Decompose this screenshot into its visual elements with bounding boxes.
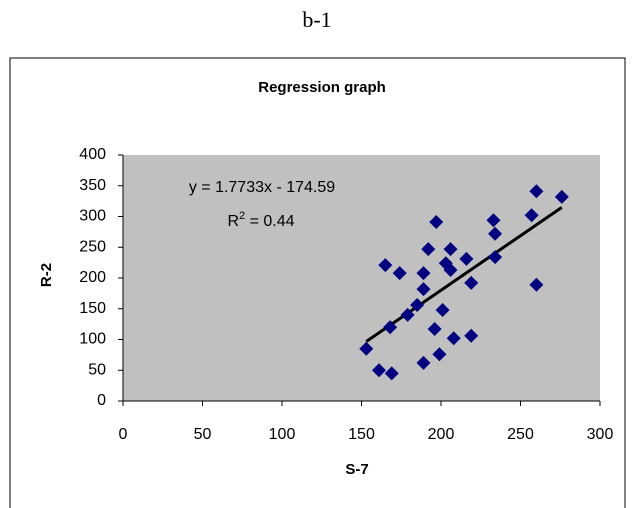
scatter-point	[443, 263, 458, 278]
scatter-point	[529, 277, 544, 292]
trendline	[365, 206, 563, 343]
chart-title: Regression graph	[258, 79, 386, 96]
scatter-point	[378, 258, 393, 273]
scatter-point	[383, 320, 398, 335]
x-tick-label: 200	[428, 426, 455, 443]
scatter-point	[529, 184, 544, 199]
y-tick-label: 150	[79, 300, 106, 317]
y-tick-label: 300	[79, 208, 106, 225]
caption: b-1	[302, 7, 331, 32]
x-axis-label: S-7	[345, 461, 368, 478]
x-tick-label: 50	[194, 426, 212, 443]
scatter-point	[554, 189, 569, 204]
scatter-point	[400, 307, 415, 322]
plot-area	[123, 155, 600, 401]
scatter-point	[524, 208, 539, 223]
scatter-point	[410, 298, 425, 313]
scatter-point	[416, 266, 431, 281]
scatter-point	[464, 275, 479, 290]
scatter-point	[488, 226, 503, 241]
y-tick-label: 250	[79, 238, 106, 255]
scatter-point	[416, 282, 431, 297]
trendline-equation: y = 1.7733x - 174.59	[189, 179, 335, 196]
scatter-point	[459, 251, 474, 266]
x-tick-label: 100	[269, 426, 296, 443]
scatter-point	[429, 215, 444, 230]
scatter-point	[432, 347, 447, 362]
scatter-point	[392, 266, 407, 281]
y-tick-label: 400	[79, 146, 106, 163]
x-tick-label: 150	[348, 426, 375, 443]
scatter-point	[384, 366, 399, 381]
scatter-point	[421, 242, 436, 257]
r-squared-value: = 0.44	[245, 213, 294, 230]
y-tick-label: 100	[79, 331, 106, 348]
scatter-point	[486, 213, 501, 228]
r-squared-symbol: R	[227, 213, 239, 230]
scatter-point	[446, 331, 461, 346]
y-axis-label: R-2	[38, 263, 55, 287]
chart-frame	[9, 57, 626, 508]
r-squared-label: R2 = 0.44	[227, 210, 294, 230]
scatter-point	[359, 341, 374, 356]
x-tick-label: 300	[587, 426, 614, 443]
y-tick-label: 350	[79, 177, 106, 194]
y-tick-label: 50	[88, 361, 106, 378]
x-tick-label: 0	[119, 426, 128, 443]
x-tick-label: 250	[507, 426, 534, 443]
y-tick-label: 0	[97, 392, 106, 409]
scatter-point	[416, 355, 431, 370]
scatter-point	[488, 250, 503, 265]
scatter-point	[443, 242, 458, 257]
scatter-point	[371, 363, 386, 378]
scatter-point	[435, 302, 450, 317]
scatter-point	[464, 328, 479, 343]
r-squared-power: 2	[239, 210, 245, 222]
scatter-point	[427, 322, 442, 337]
y-tick-label: 200	[79, 269, 106, 286]
